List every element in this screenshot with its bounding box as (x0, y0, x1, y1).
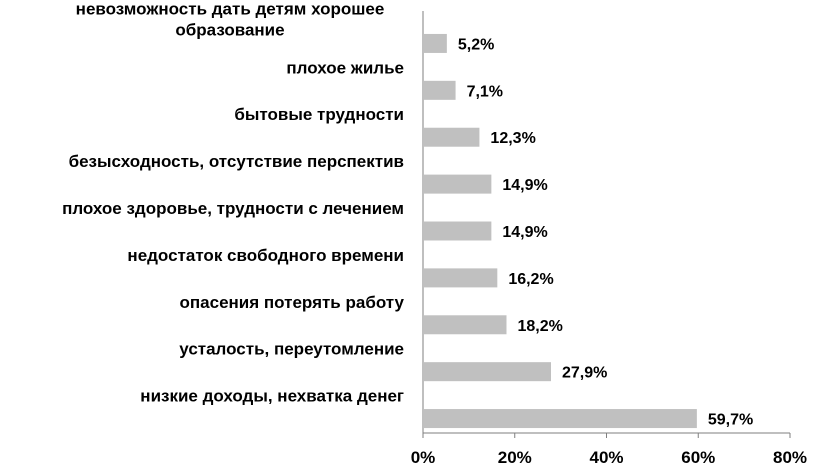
x-tick-label: 60% (681, 448, 715, 467)
value-label: 59,7% (708, 412, 753, 429)
x-tick-label: 40% (589, 448, 623, 467)
bar (424, 33, 447, 53)
category-label: опасения потерять работу (180, 293, 405, 312)
x-tick-label: 80% (773, 448, 807, 467)
value-label: 18,2% (517, 318, 562, 335)
value-label: 7,1% (467, 83, 503, 100)
category-label: безысходность, отсутствие перспектив (69, 152, 404, 171)
bar (424, 409, 697, 429)
category-label: усталость, переутомление (179, 340, 404, 359)
value-label: 12,3% (490, 130, 535, 147)
bar (424, 268, 498, 288)
bar (424, 80, 456, 100)
bar (424, 362, 551, 382)
category-label: невозможность дать детям хорошее образова… (76, 0, 385, 39)
category-labels: невозможность дать детям хорошее образова… (62, 0, 404, 406)
bars-group (424, 33, 697, 429)
x-axis (422, 11, 791, 438)
category-label: низкие доходы, нехватка денег (140, 387, 404, 406)
x-tick-labels: 0% 20% 40% 60% 80% (411, 448, 807, 467)
x-tick-label: 20% (498, 448, 532, 467)
value-label: 5,2% (458, 36, 494, 53)
value-label: 16,2% (508, 271, 553, 288)
category-label: недостаток свободного времени (127, 246, 404, 265)
category-label: плохое здоровье, трудности с лечением (62, 199, 404, 218)
bar (424, 174, 492, 194)
value-label: 27,9% (562, 365, 607, 382)
value-label: 14,9% (502, 224, 547, 241)
bar (424, 315, 507, 335)
category-label: плохое жилье (286, 58, 404, 77)
value-labels: 5,2% 7,1% 12,3% 14,9% 14,9% 16,2% 18,2% 27,9% 59… (458, 36, 753, 428)
bar (424, 127, 480, 147)
x-tick-label: 0% (411, 448, 436, 467)
value-label: 14,9% (502, 177, 547, 194)
bar (424, 221, 492, 241)
category-label: бытовые трудности (234, 105, 404, 124)
